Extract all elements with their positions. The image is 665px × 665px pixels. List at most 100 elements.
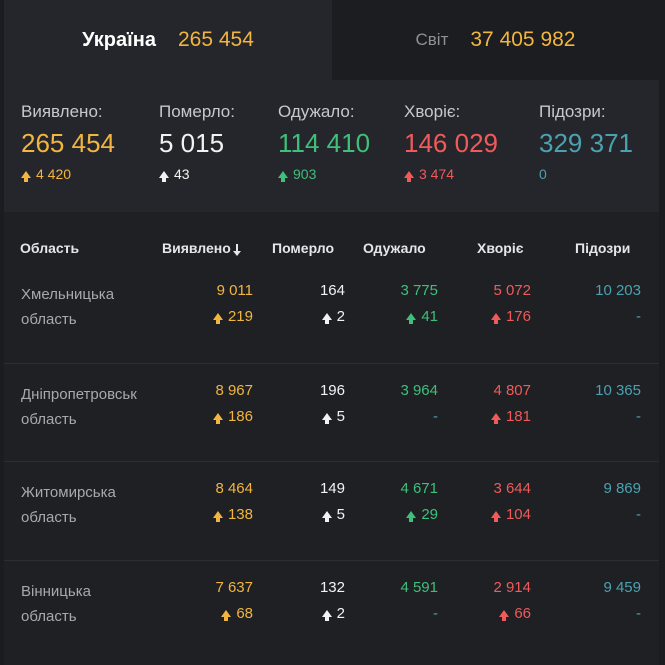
arrow-up-icon: [159, 171, 169, 182]
arrow-up-icon: [406, 313, 417, 324]
cell-recovered-delta-value: -: [433, 407, 438, 425]
sort-down-icon: [232, 244, 241, 256]
table-row[interactable]: Вінницька область 7 637 68 132 2 4 591 -…: [4, 559, 659, 659]
arrow-up-icon: [406, 511, 417, 522]
cell-recovered: 3 775: [400, 282, 438, 299]
stat-sick-label: Хворіє:: [404, 102, 461, 121]
stat-recovered-delta: 903: [278, 166, 370, 182]
arrow-up-icon: [321, 412, 332, 424]
header-detected[interactable]: Виявлено: [162, 240, 241, 256]
stat-detected: Виявлено: 265 454 4 420: [21, 102, 115, 182]
table-row[interactable]: Хмельницька область 9 011 219 164 2 3 77…: [4, 264, 659, 362]
cell-suspected-delta: -: [636, 604, 641, 622]
cell-detected-delta: 68: [221, 605, 253, 622]
region-name-line1: Дніпропетровськ: [21, 385, 137, 403]
cell-suspected: 9 459: [603, 578, 641, 596]
cell-died-delta: 5: [321, 408, 345, 425]
stat-died-label: Померло:: [159, 102, 235, 121]
arrow-up-icon: [221, 609, 232, 621]
header-region[interactable]: Область: [20, 240, 80, 256]
table-row[interactable]: Дніпропетровськ область 8 967 186 196 5 …: [4, 362, 659, 462]
stat-recovered-delta-value: 903: [293, 166, 317, 182]
header-recovered[interactable]: Одужало: [363, 240, 426, 256]
cell-recovered-delta: -: [433, 408, 438, 425]
cell-recovered: 4 671: [400, 480, 438, 497]
table-row[interactable]: Житомирська область 8 464 138 149 5 4 67…: [4, 461, 659, 560]
cell-detected-delta-value: 186: [227, 407, 253, 425]
tab-world-label: Світ: [415, 30, 449, 49]
cell-died-delta-value: 2: [336, 604, 345, 622]
tab-ukraine[interactable]: Україна 265 454: [4, 0, 332, 80]
stat-recovered-value: 114 410: [278, 128, 371, 158]
cell-detected-delta: 186: [212, 407, 253, 425]
stat-suspected: Підозри: 329 371 0: [539, 102, 633, 182]
cell-suspected: 9 869: [603, 480, 641, 497]
arrow-up-icon: [212, 313, 223, 324]
table-header: Область Виявлено Померло Одужало Хворіє …: [4, 234, 659, 264]
cell-detected: 7 637: [215, 578, 253, 596]
cell-died-delta: 2: [321, 308, 345, 325]
cell-sick-delta: 176: [490, 308, 531, 325]
stat-died-delta-value: 43: [174, 166, 190, 182]
stat-detected-delta-value: 4 420: [36, 166, 72, 182]
cell-suspected-delta: -: [636, 506, 641, 523]
region-name-line2: область: [21, 311, 77, 328]
arrow-up-icon: [321, 313, 332, 324]
region-name: Житомирська область: [21, 480, 171, 530]
stat-recovered-label: Одужало:: [278, 102, 355, 121]
country-tabs: Україна 265 454 Світ 37 405 982: [4, 0, 659, 80]
cell-died: 149: [319, 480, 345, 497]
cell-recovered-delta: -: [433, 605, 438, 622]
cell-died-delta-value: 5: [336, 506, 345, 523]
cell-recovered: 4 591: [400, 578, 438, 596]
cell-sick-delta-value: 66: [514, 604, 531, 622]
region-name: Хмельницька область: [21, 282, 171, 332]
cell-recovered-delta: 41: [406, 308, 438, 325]
cell-sick-delta-value: 104: [505, 506, 531, 523]
tab-world[interactable]: Світ 37 405 982: [332, 0, 659, 80]
cell-sick: 5 072: [493, 282, 531, 299]
header-sick[interactable]: Хворіє: [477, 240, 524, 256]
tab-ukraine-label: Україна: [82, 28, 156, 51]
stats-panel: Україна 265 454 Світ 37 405 982 Виявлено…: [4, 0, 659, 665]
stat-sick-value: 146 029: [404, 128, 498, 158]
region-name: Дніпропетровськ область: [21, 382, 171, 432]
arrow-up-icon: [404, 171, 414, 182]
stat-suspected-label: Підозри:: [539, 102, 606, 121]
arrow-up-icon: [321, 511, 332, 522]
cell-detected: 8 967: [215, 381, 253, 399]
stat-suspected-value: 329 371: [539, 128, 633, 158]
cell-recovered-delta-value: 29: [421, 506, 438, 523]
cell-suspected: 10 365: [595, 381, 641, 399]
cell-detected-delta-value: 219: [227, 308, 253, 325]
cell-detected-delta-value: 68: [236, 604, 253, 622]
cell-sick: 3 644: [493, 480, 531, 497]
cell-recovered-delta: 29: [406, 506, 438, 523]
cell-sick-delta: 181: [490, 408, 531, 425]
cell-detected: 8 464: [215, 480, 253, 497]
cell-suspected: 10 203: [595, 282, 641, 299]
stat-detected-label: Виявлено:: [21, 102, 103, 121]
cell-detected: 9 011: [216, 282, 253, 299]
arrow-up-icon: [21, 171, 31, 182]
cell-died: 196: [319, 381, 345, 399]
cell-suspected-delta: -: [636, 308, 641, 325]
header-died[interactable]: Померло: [272, 240, 335, 256]
cell-recovered: 3 964: [400, 381, 438, 399]
cell-recovered-delta-value: -: [433, 604, 438, 622]
header-suspected[interactable]: Підозри: [575, 240, 631, 256]
arrow-up-icon: [490, 412, 501, 424]
cell-died-delta-value: 2: [336, 308, 345, 325]
arrow-up-icon: [499, 609, 510, 621]
cell-sick-delta: 66: [499, 605, 531, 622]
stat-sick-delta-value: 3 474: [419, 166, 455, 182]
regions-table: Область Виявлено Померло Одужало Хворіє …: [4, 212, 659, 665]
cell-suspected-delta: -: [636, 407, 641, 425]
cell-died-delta: 2: [321, 604, 345, 622]
stat-sick: Хворіє: 146 029 3 474: [404, 102, 498, 182]
region-name-line2: область: [21, 607, 77, 625]
stat-died-delta: 43: [159, 166, 235, 182]
cell-detected-delta: 219: [212, 308, 253, 325]
cell-sick: 2 914: [493, 578, 531, 596]
region-name-line1: Житомирська: [21, 484, 116, 501]
